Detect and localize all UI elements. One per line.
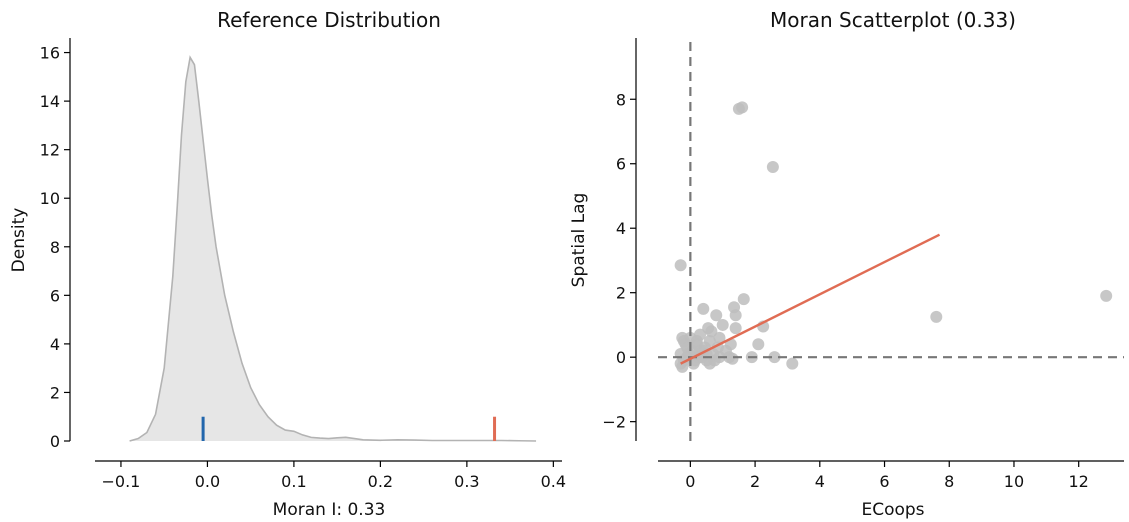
y-tick-label: 0 bbox=[616, 348, 626, 367]
y-tick-label: 6 bbox=[50, 286, 60, 305]
x-tick-label: 0.0 bbox=[195, 472, 220, 491]
data-point bbox=[710, 309, 723, 322]
y-axis-label: Density bbox=[9, 208, 29, 273]
data-point bbox=[766, 160, 779, 173]
data-point bbox=[930, 310, 943, 323]
y-tick-label: 12 bbox=[40, 141, 60, 160]
data-point bbox=[729, 309, 742, 322]
y-tick-label: 8 bbox=[50, 238, 60, 257]
data-point bbox=[676, 360, 689, 373]
data-point bbox=[679, 338, 692, 351]
x-tick-label: 4 bbox=[815, 472, 825, 491]
x-tick-label: −0.1 bbox=[102, 472, 141, 491]
data-point bbox=[1100, 289, 1113, 302]
y-tick-label: 6 bbox=[616, 155, 626, 174]
data-point bbox=[786, 357, 799, 370]
data-point bbox=[690, 335, 703, 348]
y-tick-label: 4 bbox=[50, 335, 60, 354]
data-point bbox=[736, 101, 749, 114]
x-tick-label: 6 bbox=[879, 472, 889, 491]
density-fill bbox=[129, 57, 537, 442]
x-tick-label: 10 bbox=[1004, 472, 1024, 491]
data-point bbox=[703, 357, 716, 370]
data-point bbox=[729, 322, 742, 335]
x-tick-label: 0 bbox=[685, 472, 695, 491]
x-tick-label: 2 bbox=[750, 472, 760, 491]
x-tick-label: 0.1 bbox=[281, 472, 306, 491]
y-tick-label: 14 bbox=[40, 92, 60, 111]
regression-line bbox=[680, 233, 941, 365]
x-axis-label: Moran I: 0.33 bbox=[273, 500, 386, 520]
density-curve bbox=[129, 55, 537, 442]
x-tick-label: 0.3 bbox=[454, 472, 479, 491]
data-point bbox=[674, 259, 687, 272]
y-tick-label: 2 bbox=[50, 383, 60, 402]
x-tick-label: 8 bbox=[944, 472, 954, 491]
y-tick-label: 16 bbox=[40, 44, 60, 63]
data-point bbox=[726, 352, 739, 365]
data-point bbox=[713, 331, 726, 344]
data-point bbox=[697, 302, 710, 315]
data-point bbox=[737, 293, 750, 306]
y-tick-label: 10 bbox=[40, 189, 60, 208]
chart-title: Reference Distribution bbox=[217, 8, 441, 32]
data-point bbox=[705, 325, 718, 338]
data-point bbox=[716, 318, 729, 331]
y-axis-label: Spatial Lag bbox=[570, 193, 589, 288]
reference-distribution-chart: Reference Distribution Moran I: 0.33 Den… bbox=[9, 8, 566, 520]
chart-title: Moran Scatterplot (0.33) bbox=[770, 8, 1016, 32]
moran-scatterplot-chart: Moran Scatterplot (0.33) ECoops Spatial … bbox=[570, 8, 1124, 520]
y-tick-label: 4 bbox=[616, 219, 626, 238]
x-axis-label: ECoops bbox=[861, 500, 924, 520]
x-tick-label: 0.2 bbox=[368, 472, 393, 491]
x-tick-label: 12 bbox=[1069, 472, 1089, 491]
y-tick-label: 2 bbox=[616, 284, 626, 303]
data-point bbox=[768, 351, 781, 364]
x-tick-label: 0.4 bbox=[541, 472, 566, 491]
y-tick-label: 8 bbox=[616, 90, 626, 109]
data-point bbox=[752, 338, 765, 351]
y-tick-label: 0 bbox=[50, 432, 60, 451]
y-tick-label: −2 bbox=[602, 413, 626, 432]
